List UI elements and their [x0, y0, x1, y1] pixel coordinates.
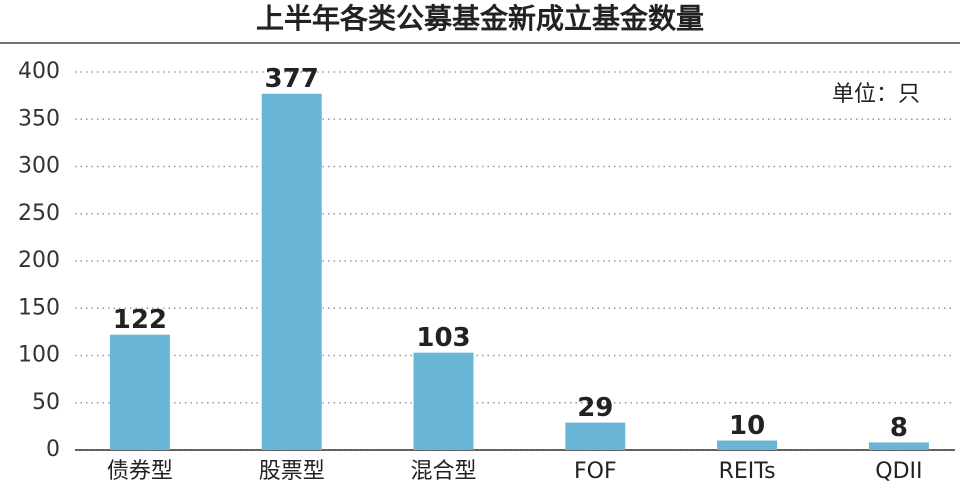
value-label: 122: [113, 305, 167, 335]
unit-annotation: 单位：只: [832, 82, 920, 107]
x-tick-label: 股票型: [259, 459, 325, 484]
value-label: 29: [577, 393, 613, 423]
x-tick-label: 混合型: [410, 459, 476, 484]
value-label: 377: [265, 64, 319, 94]
x-tick-label: REITs: [719, 459, 776, 484]
y-tick-label: 0: [46, 437, 60, 462]
y-tick-label: 250: [18, 201, 60, 226]
bar: [565, 422, 626, 450]
y-tick-label: 350: [18, 106, 60, 131]
value-label: 103: [416, 323, 470, 353]
y-tick-label: 150: [18, 295, 60, 320]
bar: [413, 352, 474, 450]
x-tick-label: 债券型: [107, 459, 173, 484]
bar: [717, 440, 778, 450]
bar: [261, 93, 322, 451]
y-tick-label: 100: [18, 343, 60, 368]
x-tick-label: FOF: [574, 459, 617, 484]
y-tick-label: 50: [32, 390, 60, 415]
y-tick-label: 200: [18, 248, 60, 273]
chart-title: 上半年各类公募基金新成立基金数量: [256, 2, 704, 35]
x-tick-label: QDII: [875, 459, 922, 484]
bar: [109, 334, 170, 450]
y-tick-label: 300: [18, 154, 60, 179]
y-tick-label: 400: [18, 59, 60, 84]
value-label: 8: [890, 413, 908, 443]
bar: [868, 442, 929, 450]
value-label: 10: [729, 411, 765, 441]
